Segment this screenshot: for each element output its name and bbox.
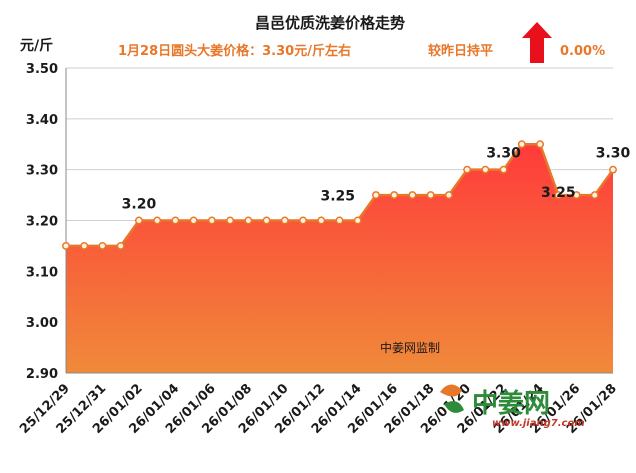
data-label: 3.30 (486, 146, 521, 162)
data-point (572, 191, 581, 200)
data-label: 3.20 (122, 197, 157, 213)
y-tick-label: 3.20 (26, 215, 58, 230)
up-arrow-icon (522, 22, 552, 63)
data-point (463, 165, 472, 174)
ginger-logo-icon (440, 384, 464, 413)
axes (65, 68, 613, 374)
y-tick-labels: 2.90 3.00 3.10 3.20 3.30 3.40 3.50 (26, 62, 58, 382)
data-label: 3.25 (320, 189, 355, 205)
data-point (62, 241, 70, 250)
price-area (66, 144, 613, 373)
data-point (517, 140, 526, 149)
data-point (499, 165, 508, 174)
data-point (299, 216, 307, 225)
data-point (372, 191, 380, 200)
data-point (98, 241, 107, 250)
y-axis-unit: 元/斤 (20, 37, 53, 54)
area-fill (66, 144, 613, 373)
y-tick-label: 3.50 (26, 62, 58, 77)
y-tick-label: 2.90 (26, 367, 58, 382)
data-point (189, 216, 198, 225)
data-point (536, 140, 545, 149)
chart-annotation: 中姜网监制 (380, 340, 440, 355)
change-value: 0.00% (560, 44, 605, 59)
watermark-logo: 中姜网 www.jiang7.com (440, 384, 585, 429)
data-point (353, 216, 362, 225)
data-point (244, 216, 253, 225)
data-labels: 3.20 3.25 3.30 3.25 3.30 (122, 146, 631, 213)
data-point (590, 191, 599, 200)
y-tick-label: 3.00 (26, 316, 58, 331)
data-point (171, 216, 180, 225)
chart-subtitle: 1月28日圆头大姜价格：3.30元/斤左右 (118, 43, 351, 59)
data-points (62, 140, 617, 250)
data-point (444, 191, 453, 200)
data-point (335, 216, 344, 225)
data-point (481, 165, 490, 174)
data-point (390, 191, 399, 200)
data-point (609, 165, 617, 174)
data-point (262, 216, 271, 225)
data-point (134, 216, 143, 225)
watermark-brand: 中姜网 (472, 388, 550, 419)
data-point (408, 191, 417, 200)
data-point (554, 191, 563, 200)
watermark-url: www.jiang7.com (492, 418, 585, 429)
y-tick-label: 3.40 (26, 113, 58, 128)
data-point (426, 191, 435, 200)
y-tick-label: 3.30 (26, 164, 58, 179)
data-point (116, 241, 125, 250)
data-point (317, 216, 326, 225)
y-tick-label: 3.10 (26, 265, 58, 280)
data-label: 3.25 (541, 185, 576, 201)
change-text: 较昨日持平 (428, 43, 493, 59)
data-label: 3.30 (596, 146, 631, 162)
chart-title: 昌邑优质洗姜价格走势 (255, 14, 405, 32)
data-point (280, 216, 289, 225)
data-point (226, 216, 235, 225)
data-point (207, 216, 216, 225)
data-point (153, 216, 162, 225)
data-point (80, 241, 89, 250)
